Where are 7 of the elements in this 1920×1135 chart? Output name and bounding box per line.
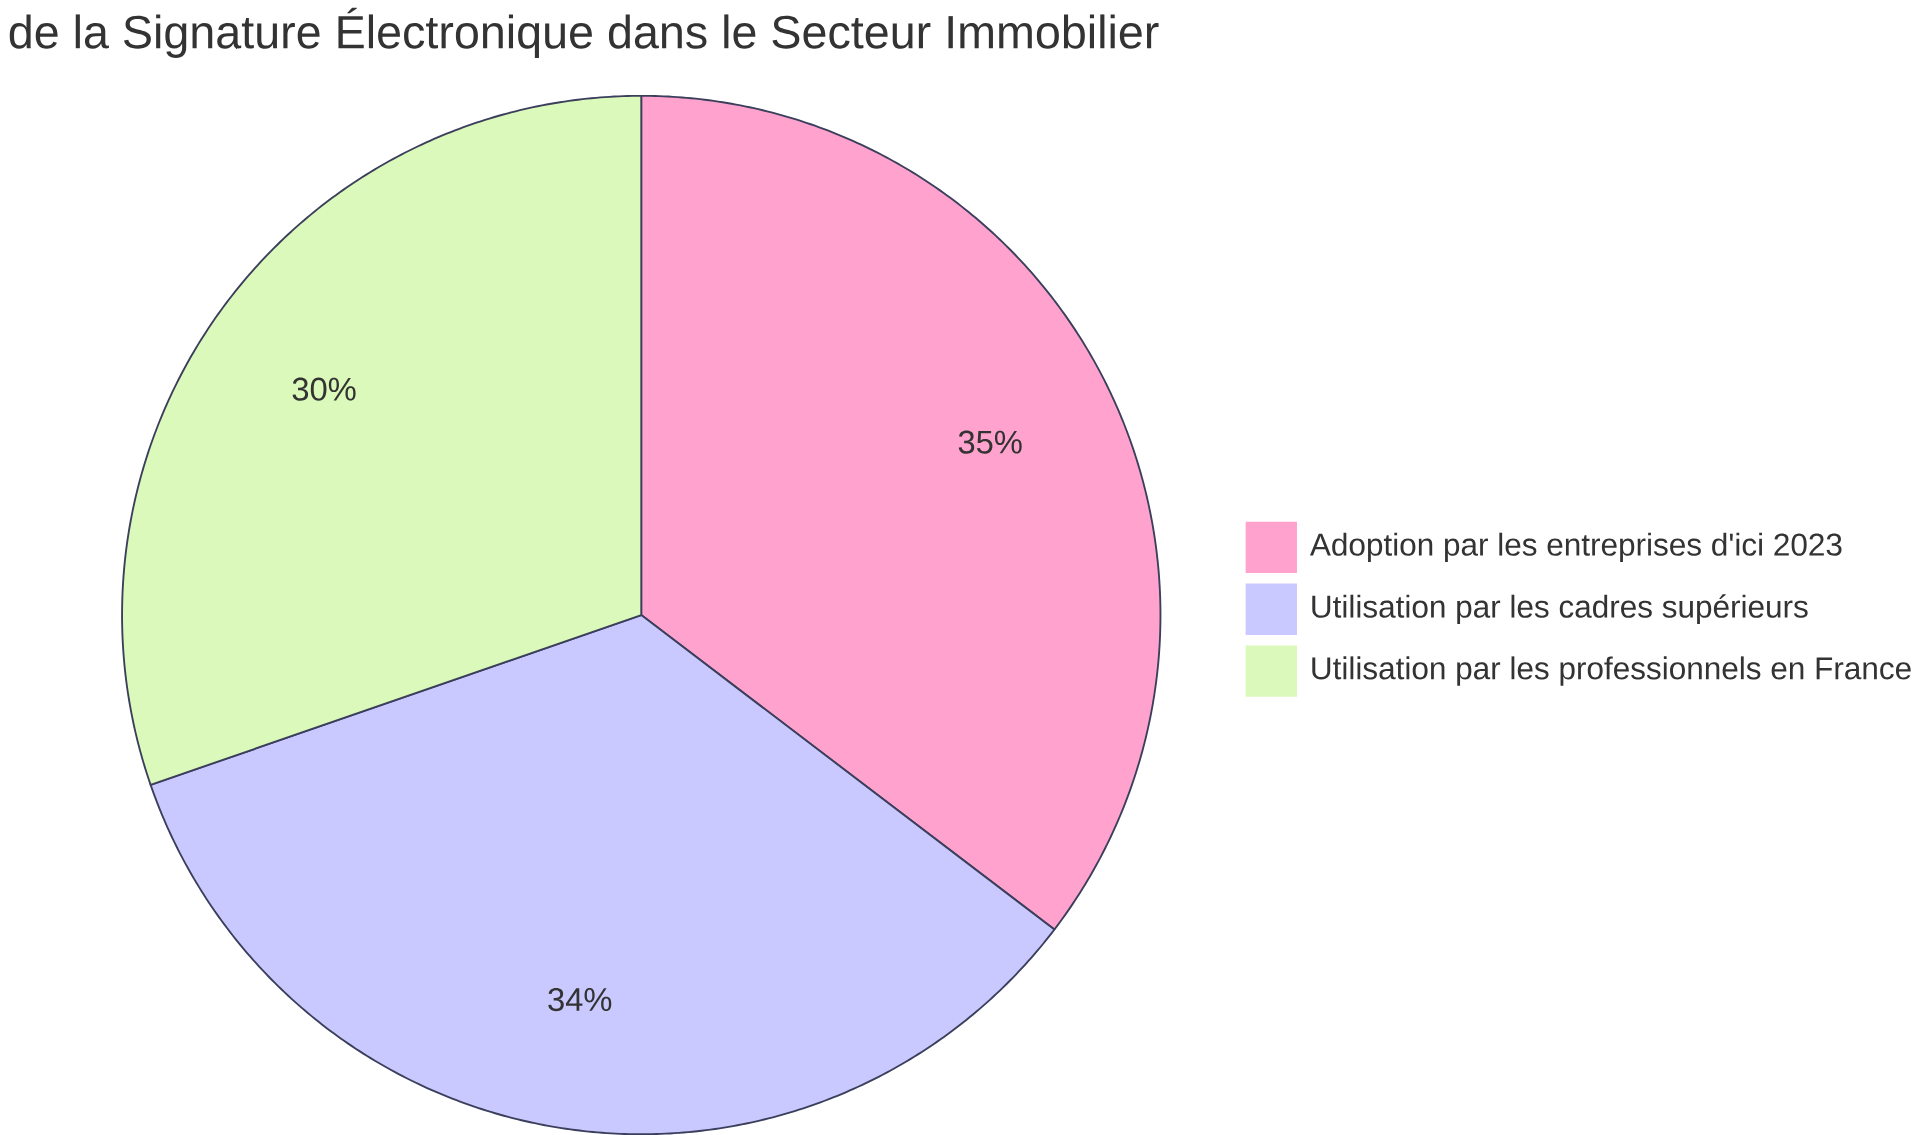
legend-label: Utilisation par les cadres supérieurs <box>1312 594 1808 624</box>
chart-title: de la Signature Électronique dans le Secteur Immobilier <box>9 7 1159 58</box>
data-label: 35% <box>958 430 1022 454</box>
data-label: 30% <box>292 377 356 401</box>
legend-label: Utilisation par les professionnels en France <box>1312 656 1911 686</box>
legend-label: Adoption par les entreprises d'ici 2023 <box>1309 532 1842 562</box>
data-label: 34% <box>548 987 612 1012</box>
